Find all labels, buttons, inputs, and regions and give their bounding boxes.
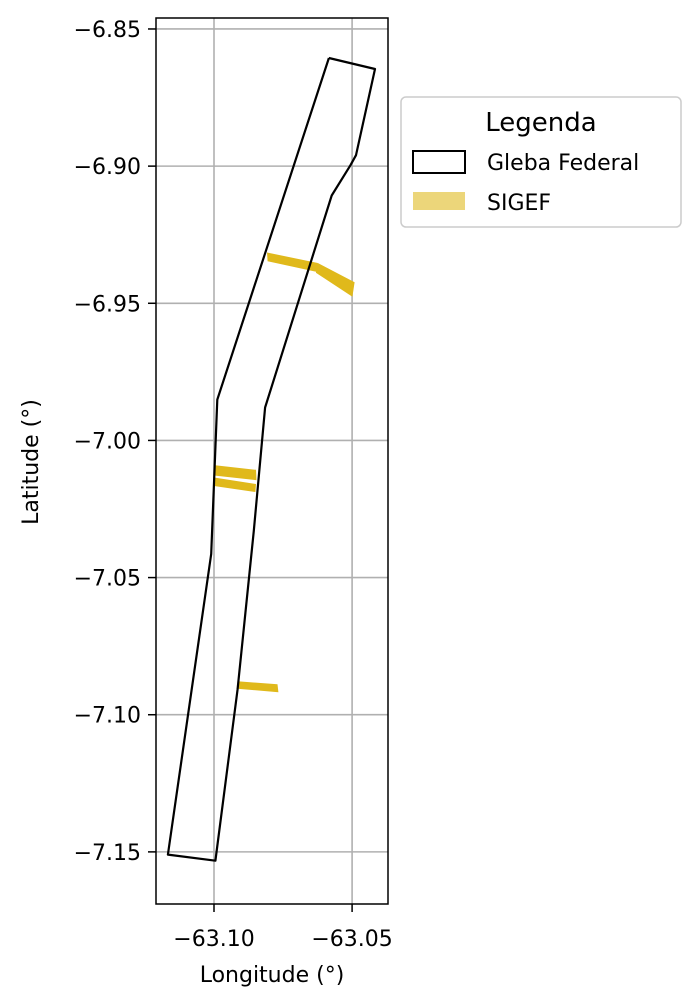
y-tick-label: −6.90 bbox=[74, 155, 141, 180]
gleba-federal-boundary bbox=[166, 56, 377, 862]
y-tick-label: −7.00 bbox=[74, 429, 141, 454]
legend-label-gleba: Gleba Federal bbox=[487, 151, 639, 176]
y-tick-label: −7.10 bbox=[74, 704, 141, 729]
y-axis-label: Latitude (°) bbox=[19, 399, 44, 525]
legend-label-sigef: SIGEF bbox=[487, 191, 551, 216]
sigef-parcel bbox=[214, 477, 256, 492]
legend-swatch-sigef bbox=[413, 192, 465, 210]
legend-box bbox=[400, 96, 682, 228]
tick-layer: −63.10 −63.05 −6.85 −6.90 −6.95 −7.00 −7.05 −7.… bbox=[74, 18, 393, 952]
grid-layer bbox=[156, 18, 388, 904]
x-axis-label: Longitude (°) bbox=[200, 963, 345, 988]
x-tick-label: −63.05 bbox=[311, 927, 392, 952]
sigef-parcel bbox=[315, 263, 355, 297]
axes-frame bbox=[155, 17, 389, 905]
sigef-parcel bbox=[267, 252, 319, 273]
y-tick-label: −7.05 bbox=[74, 567, 141, 592]
sigef-parcel bbox=[237, 681, 279, 693]
sigef-parcel bbox=[214, 465, 257, 481]
x-tick-label: −63.10 bbox=[173, 927, 254, 952]
y-tick-label: −7.15 bbox=[74, 841, 141, 866]
legend-title: Legenda bbox=[485, 108, 596, 138]
y-tick-label: −6.85 bbox=[74, 18, 141, 43]
data-layer bbox=[166, 56, 377, 862]
legend: Legenda Gleba Federal SIGEF bbox=[400, 96, 682, 228]
legend-swatch-gleba bbox=[412, 150, 466, 174]
y-tick-label: −6.95 bbox=[74, 292, 141, 317]
